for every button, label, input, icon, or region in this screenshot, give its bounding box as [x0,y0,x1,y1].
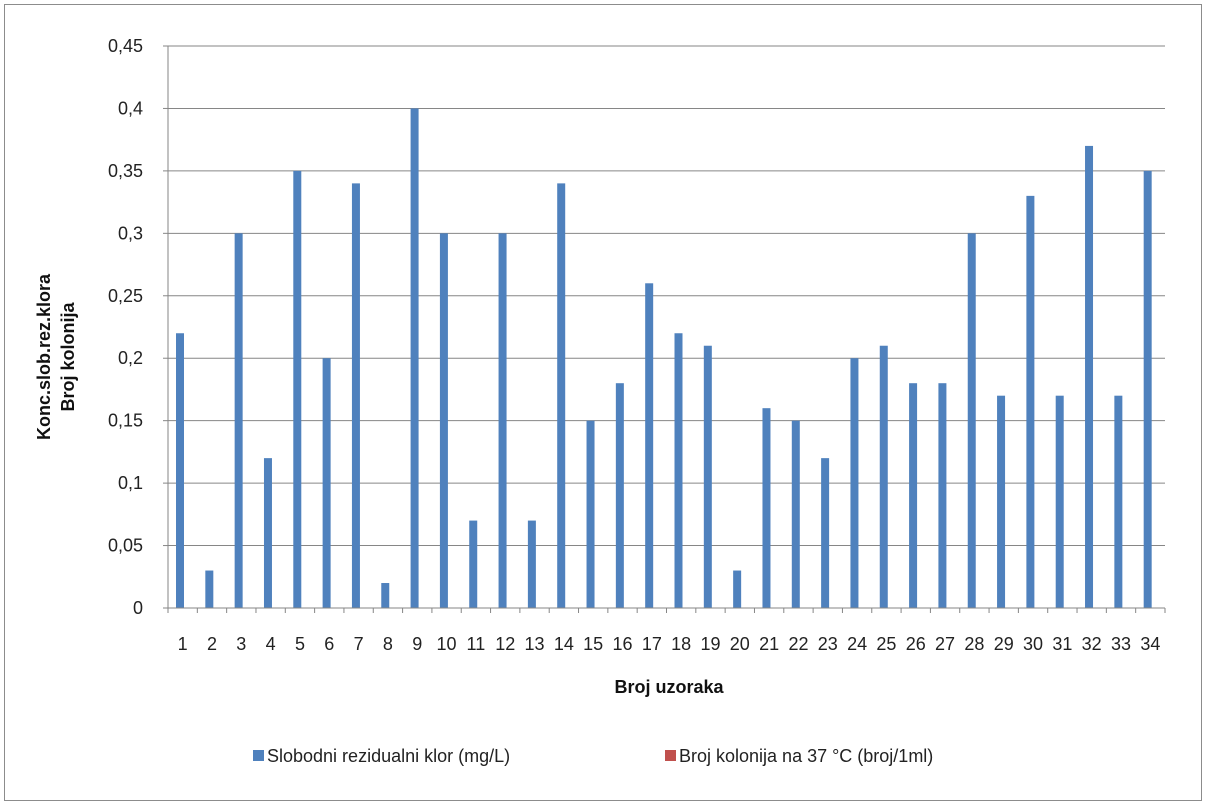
y-tick-label: 0 [133,598,143,618]
x-tick-label: 10 [437,634,457,654]
bar-chlorine [557,183,566,608]
x-tick-label: 13 [525,634,545,654]
y-tick-label: 0,1 [118,473,143,493]
bar-chlorine [410,108,419,608]
x-tick-label: 11 [467,634,486,654]
bar-chlorine [1055,395,1064,608]
x-tick-label: 12 [495,634,515,654]
bar-chlorine [879,345,888,608]
x-tick-label: 6 [324,634,334,654]
bar-chlorine [938,383,947,608]
bar-chlorine [821,458,830,608]
gridlines [168,45,1165,547]
bar-chlorine [1143,170,1152,608]
y-tick-label: 0,15 [108,411,143,431]
bar-chlorine [762,408,771,608]
x-tick-label: 8 [383,634,393,654]
bar-chlorine [439,233,448,609]
bar-chlorine [586,420,595,608]
x-tick-label: 14 [554,634,574,654]
x-tick-label: 31 [1052,634,1072,654]
y-tick-label: 0,3 [118,223,143,243]
bar-chlorine [322,358,331,608]
x-tick-label: 3 [236,634,246,654]
x-tick-label: 33 [1111,634,1131,654]
y-tick-label: 0,2 [118,348,143,368]
bar-chlorine [909,383,918,608]
bar-chlorine [733,570,742,608]
legend-swatch-chlorine [253,750,264,761]
x-tick-label: 4 [266,634,276,654]
x-tick-label: 9 [412,634,422,654]
bar-chlorine [645,283,654,608]
x-tick-label: 29 [994,634,1014,654]
x-axis-title: Broj uzoraka [614,677,724,697]
axes [163,45,1166,613]
x-tick-label: 34 [1140,634,1160,654]
x-tick-label: 27 [935,634,955,654]
x-tick-label: 7 [354,634,364,654]
bar-chlorine [850,358,859,608]
x-tick-label: 20 [730,634,750,654]
x-tick-label: 17 [642,634,662,654]
bar-chlorine [615,383,624,608]
x-tick-label: 19 [700,634,720,654]
bar-chlorine [498,233,507,609]
bar-chlorine [674,333,683,608]
y-tick-label: 0,4 [118,98,143,118]
bar-chlorine [381,583,390,608]
y-tick-label: 0,25 [108,286,143,306]
bar-chlorine [469,520,478,608]
x-tick-label: 2 [207,634,217,654]
y-tick-label: 0,35 [108,161,143,181]
x-tick-label: 30 [1023,634,1043,654]
x-tick-label: 25 [876,634,896,654]
x-tick-label: 28 [964,634,984,654]
bar-chlorine [1026,195,1035,608]
bars [176,108,1152,609]
x-tick-labels: 1 2 3 4 5 6 7 8 9 10 11 12 13 14 15 16 17 18 19 20 21 22 23 24 2… [178,634,1161,654]
bar-chlorine [351,183,360,608]
x-tick-label: 32 [1082,634,1102,654]
y-axis-title-line-2: Broj kolonija [58,302,78,412]
y-axis-title-line-1: Konc.slob.rez.klora [34,273,54,440]
legend-label-colonies: Broj kolonija na 37 °C (broj/1ml) [679,746,933,766]
x-tick-label: 15 [583,634,603,654]
legend-label-chlorine: Slobodni rezidualni klor (mg/L) [267,746,510,766]
bar-chlorine [205,570,214,608]
y-tick-label: 0,05 [108,536,143,556]
bar-chlorine [263,458,272,608]
x-tick-label: 24 [847,634,867,654]
y-tick-label: 0,45 [108,36,143,56]
x-tick-label: 1 [178,634,188,654]
bar-chlorine [997,395,1006,608]
x-tick-label: 5 [295,634,305,654]
bar-chlorine [1085,145,1094,608]
legend-swatch-colonies [665,750,676,761]
x-tick-label: 26 [906,634,926,654]
x-tick-label: 21 [759,634,779,654]
x-tick-label: 18 [671,634,691,654]
x-tick-label: 22 [788,634,808,654]
bar-chlorine [234,233,243,609]
x-tick-label: 16 [612,634,632,654]
bar-chlorine [527,520,536,608]
bar-chlorine [791,420,800,608]
legend: Slobodni rezidualni klor (mg/L) Broj kol… [253,746,933,766]
x-tick-label: 23 [818,634,838,654]
bar-chlorine [1114,395,1123,608]
bar-chlorine [293,170,302,608]
bar-chlorine [176,333,184,608]
y-axis-title: Konc.slob.rez.klora Broj kolonija [34,273,78,440]
bar-chlorine [967,233,976,609]
bar-chlorine [703,345,712,608]
y-tick-labels: 0 0,05 0,1 0,15 0,2 0,25 0,3 0,35 0,4 0,45 [108,36,143,618]
